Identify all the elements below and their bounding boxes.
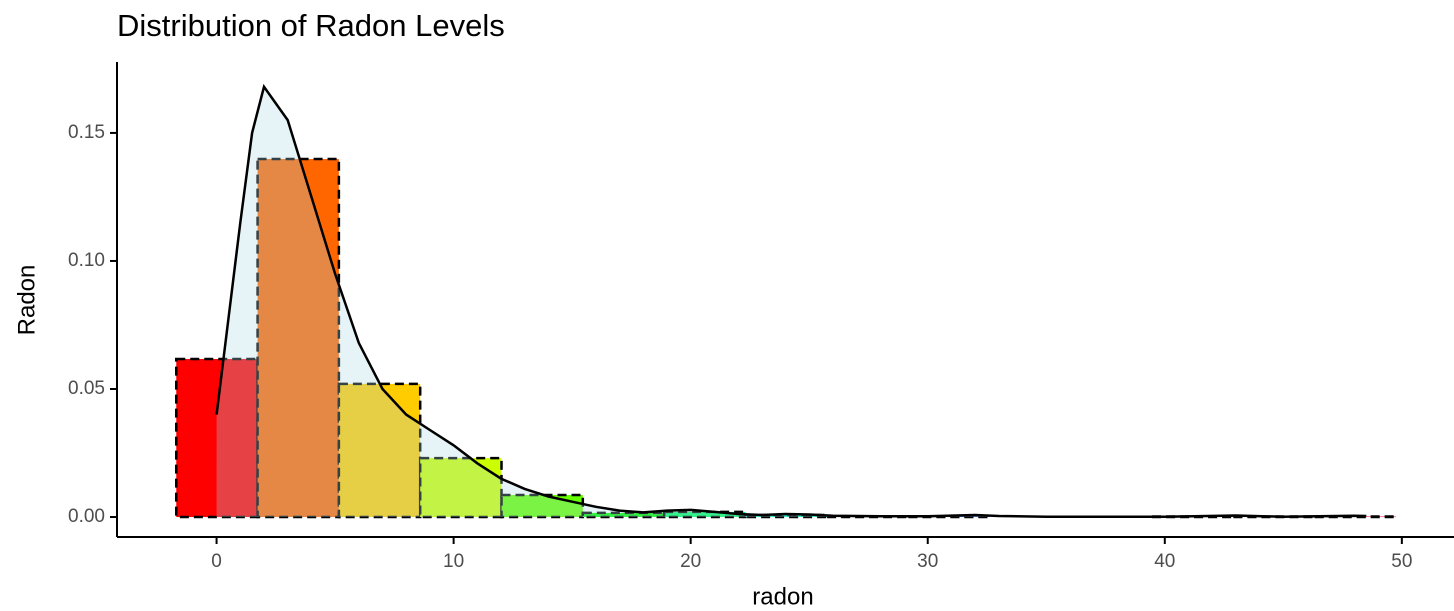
- x-tick-label: 10: [443, 551, 464, 572]
- chart-title: Distribution of Radon Levels: [117, 8, 505, 43]
- histogram-bar: [744, 513, 828, 519]
- x-axis-title: radon: [752, 583, 813, 610]
- y-axis-title: Radon: [13, 265, 40, 336]
- histogram-bar: [418, 456, 503, 519]
- histogram-bar: [581, 511, 666, 519]
- histogram-bar: [337, 382, 422, 519]
- histogram-bar: [256, 157, 341, 519]
- y-tick-label: 0.10: [68, 250, 105, 271]
- x-tick-label: 0: [211, 551, 222, 572]
- x-tick-label: 50: [1391, 551, 1412, 572]
- x-tick-label: 40: [1154, 551, 1175, 572]
- histogram-bar: [175, 357, 259, 519]
- histogram-bar: [662, 510, 747, 519]
- y-tick-label: 0.05: [68, 378, 105, 399]
- density-area: [216, 86, 1367, 518]
- x-tick-label: 30: [917, 551, 938, 572]
- density-line: [215, 83, 1367, 519]
- y-tick-label: 0.00: [68, 506, 105, 527]
- y-tick-label: 0.15: [68, 122, 105, 143]
- x-tick-label: 20: [680, 551, 701, 572]
